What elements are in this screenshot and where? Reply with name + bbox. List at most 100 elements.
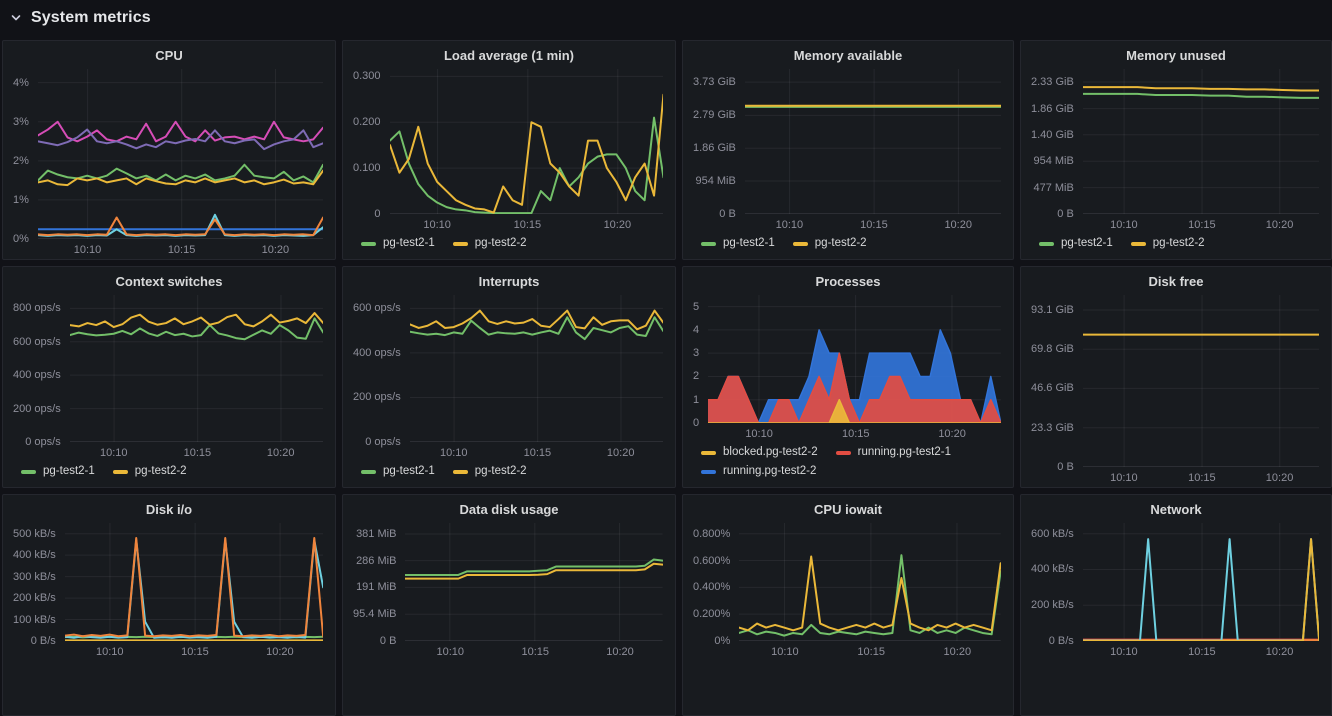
legend-item[interactable]: pg-test2-2 xyxy=(792,235,867,252)
y-tick-label: 200 ops/s xyxy=(353,391,401,404)
plot-canvas xyxy=(745,69,1001,214)
legend-swatch xyxy=(701,469,716,474)
y-tick-label: 0 B xyxy=(1057,208,1074,220)
legend-label: pg-test2-2 xyxy=(1152,237,1205,249)
chevron-down-icon xyxy=(11,15,21,21)
panel-title[interactable]: CPU iowait xyxy=(814,502,882,517)
panel-title[interactable]: Interrupts xyxy=(478,274,540,289)
legend-label: pg-test2-1 xyxy=(383,237,435,249)
legend-swatch xyxy=(361,469,376,474)
y-tick-label: 2.79 GiB xyxy=(693,109,736,122)
panel-title[interactable]: CPU xyxy=(155,48,183,63)
legend-label: pg-test2-2 xyxy=(814,237,867,249)
legend-item[interactable]: pg-test2-2 xyxy=(1130,235,1205,252)
legend-swatch xyxy=(1130,241,1146,246)
x-tick-label: 10:10 xyxy=(1110,472,1138,484)
plot-region[interactable] xyxy=(390,69,663,214)
x-tick-label: 10:20 xyxy=(938,428,966,440)
x-tick-label: 10:20 xyxy=(944,219,972,231)
y-tick-label: 300 kB/s xyxy=(13,570,56,583)
panel-title[interactable]: Data disk usage xyxy=(459,502,559,517)
y-axis: 0012345 xyxy=(693,295,708,429)
x-tick-label: 10:10 xyxy=(1110,646,1138,658)
y-tick-label: 4 xyxy=(693,323,700,336)
y-tick-label: 200 ops/s xyxy=(13,402,61,415)
plot-region[interactable] xyxy=(65,523,323,641)
legend-item[interactable]: pg-test2-1 xyxy=(361,235,435,252)
panel-load-average-1-min-: Load average (1 min) 0.10000.1000.2000.30… xyxy=(342,40,676,260)
plot-canvas xyxy=(390,69,663,214)
panel-title[interactable]: Processes xyxy=(815,274,881,289)
plot-region[interactable] xyxy=(708,295,1001,423)
y-tick-label: 286 MiB xyxy=(356,554,397,567)
x-tick-label: 10:15 xyxy=(521,646,549,658)
plot-region[interactable] xyxy=(1083,523,1319,641)
legend: pg-test2-1 pg-test2-2 xyxy=(3,462,335,487)
panel-title[interactable]: Load average (1 min) xyxy=(443,48,575,63)
plot-region[interactable] xyxy=(410,295,663,442)
legend: pg-test2-1 pg-test2-2 xyxy=(343,234,675,259)
legend-item[interactable]: pg-test2-1 xyxy=(361,463,435,480)
legend-label: pg-test2-1 xyxy=(723,237,775,249)
legend-item[interactable]: blocked.pg-test2-2 xyxy=(701,444,818,461)
panel-title[interactable]: Memory available xyxy=(793,48,903,63)
legend: pg-test2-1 pg-test2-2 xyxy=(683,234,1013,259)
legend-item[interactable]: pg-test2-2 xyxy=(112,463,187,480)
panel-title[interactable]: Memory unused xyxy=(1126,48,1226,63)
legend-item[interactable]: pg-test2-2 xyxy=(452,235,527,252)
y-tick-label: 600 kB/s xyxy=(1031,527,1074,540)
legend-item[interactable]: pg-test2-1 xyxy=(1039,235,1113,252)
panel-title[interactable]: Network xyxy=(1150,502,1202,517)
y-tick-label: 3% xyxy=(13,115,29,128)
x-tick-label: 10:20 xyxy=(1265,219,1294,231)
panel-title[interactable]: Disk i/o xyxy=(145,502,193,517)
x-tick-label: 10:10 xyxy=(100,447,128,459)
y-tick-label: 46.6 GiB xyxy=(1031,382,1074,395)
y-tick-label: 0 ops/s xyxy=(25,436,61,448)
legend-swatch xyxy=(701,450,716,455)
plot-region[interactable] xyxy=(1083,69,1319,214)
y-tick-label: 600 ops/s xyxy=(13,335,61,348)
plot-region[interactable] xyxy=(739,523,1001,641)
y-tick-label: 400 kB/s xyxy=(1031,563,1074,576)
y-tick-label: 800 ops/s xyxy=(13,302,61,315)
x-tick-label: 10:15 xyxy=(841,428,870,440)
legend: blocked.pg-test2-2 running.pg-test2-1 runn… xyxy=(683,443,1013,487)
plot-region[interactable] xyxy=(745,69,1001,214)
y-tick-label: 500 kB/s xyxy=(13,527,56,540)
y-tick-label: 0 B xyxy=(719,208,736,220)
x-axis: 10:10 10:15 10:20 xyxy=(38,239,323,259)
x-tick-label: 10:20 xyxy=(1265,472,1294,484)
plot-region[interactable] xyxy=(1083,295,1319,467)
y-tick-label: 400 ops/s xyxy=(13,369,61,382)
panel-title[interactable]: Context switches xyxy=(115,274,223,289)
panel-title[interactable]: Disk free xyxy=(1148,274,1204,289)
legend-item[interactable]: pg-test2-1 xyxy=(21,463,95,480)
legend-item[interactable]: pg-test2-2 xyxy=(452,463,527,480)
legend-swatch xyxy=(792,241,808,246)
plot-region[interactable] xyxy=(405,523,663,641)
legend-item[interactable]: running.pg-test2-1 xyxy=(835,444,951,461)
legend-item[interactable]: pg-test2-1 xyxy=(701,235,775,252)
plot-canvas xyxy=(410,295,663,442)
plot-region[interactable] xyxy=(38,69,323,239)
section-header-system-metrics[interactable]: System metrics xyxy=(0,0,1332,32)
y-tick-label: 0.300 xyxy=(353,70,381,83)
legend-item[interactable]: running.pg-test2-2 xyxy=(701,463,816,480)
plot-region[interactable] xyxy=(70,295,323,442)
